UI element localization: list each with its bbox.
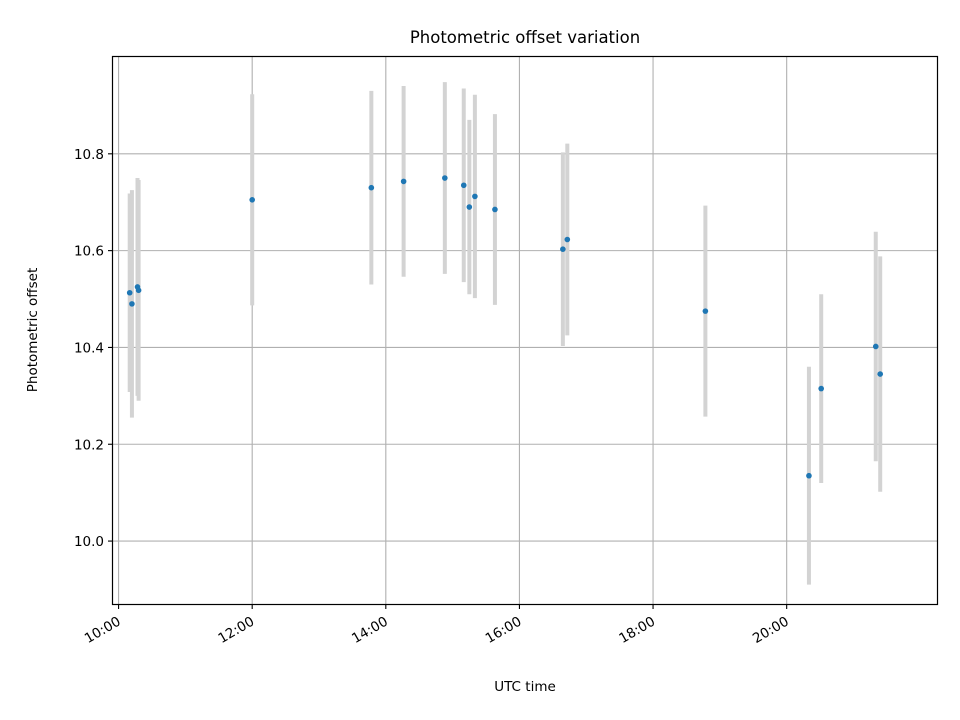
data-point [806, 472, 812, 479]
chart-title: Photometric offset variation [410, 28, 640, 47]
data-point [442, 175, 448, 181]
y-tick-label: 10.8 [74, 147, 104, 163]
data-point [877, 371, 884, 377]
y-axis-label: Photometric offset [25, 268, 41, 392]
data-point [126, 289, 133, 296]
data-point [702, 308, 709, 314]
y-tick-label: 10.6 [74, 244, 104, 260]
x-axis-label: UTC time [494, 679, 556, 695]
plot-frame [111, 55, 939, 606]
data-point [492, 206, 498, 213]
data-point [129, 301, 135, 307]
y-axis-ticks: 10.0 10.2 10.4 10.6 10.8 [74, 147, 113, 550]
data-point [560, 246, 566, 252]
data-point [872, 343, 879, 350]
data-point [400, 178, 407, 185]
data-point [472, 193, 478, 200]
data-point [135, 287, 142, 294]
data-point [249, 197, 255, 203]
y-tick-label: 10.0 [74, 534, 104, 550]
data-points [126, 175, 884, 479]
y-tick-label: 10.2 [74, 437, 104, 453]
data-point [564, 236, 571, 243]
data-point [460, 182, 467, 189]
data-point [466, 204, 473, 210]
data-point [368, 184, 375, 191]
y-tick-label: 10.4 [74, 340, 104, 356]
data-point [818, 385, 824, 392]
